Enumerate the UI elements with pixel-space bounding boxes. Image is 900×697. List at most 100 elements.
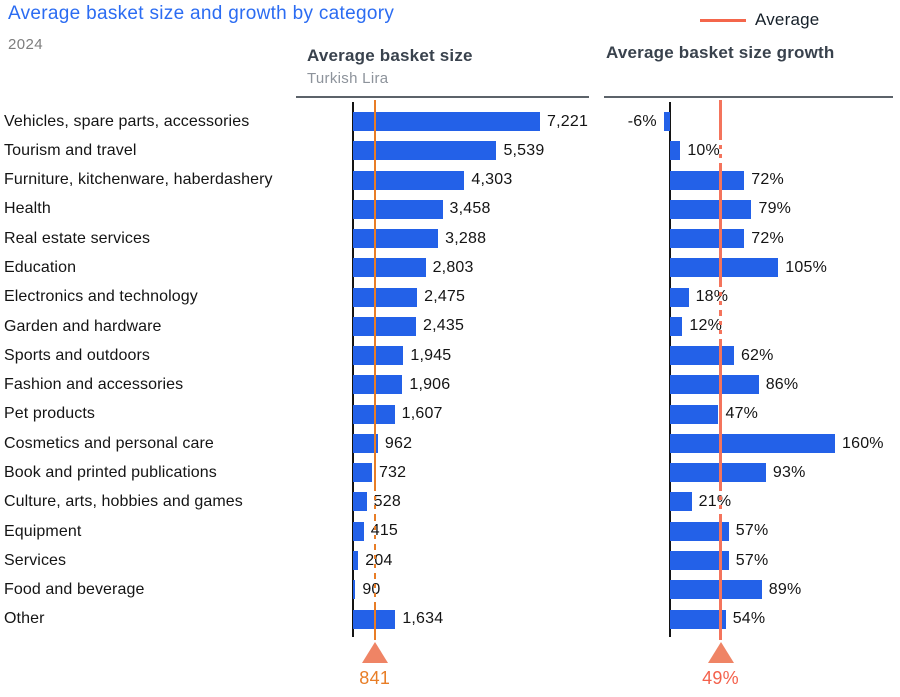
average-line-segment: [373, 194, 377, 225]
chart-row: 3,288: [353, 224, 596, 254]
average-line-segment: [719, 575, 722, 605]
chart-row: 10%: [604, 136, 900, 166]
bar: [353, 375, 403, 395]
bar: [353, 258, 426, 278]
bar: [353, 463, 372, 483]
category-row: Education: [4, 253, 350, 282]
category-label: Furniture, kitchenware, haberdashery: [4, 171, 273, 189]
value-label: 3,288: [445, 229, 487, 247]
bar: [670, 463, 766, 483]
category-label: Equipment: [4, 522, 82, 540]
average-line-segment: [373, 282, 377, 312]
bar: [353, 229, 439, 249]
y-axis: [352, 102, 354, 637]
value-label: 89%: [768, 580, 802, 598]
value-label: 79%: [758, 200, 792, 218]
category-label: Electronics and technology: [4, 288, 198, 306]
category-label: Culture, arts, hobbies and games: [4, 493, 243, 511]
value-label: 21%: [698, 493, 732, 511]
chart-row: 90: [353, 575, 596, 605]
chart2-header-rule: [604, 96, 893, 98]
category-label: Vehicles, spare parts, accessories: [4, 112, 250, 130]
bar: [353, 141, 497, 161]
bar: [670, 521, 729, 541]
bar: [670, 550, 729, 570]
average-line-segment: [373, 341, 377, 371]
value-label: 962: [384, 434, 413, 452]
category-label: Education: [4, 259, 77, 277]
average-line-segment: [719, 311, 722, 342]
value-label: 18%: [695, 288, 729, 306]
average-line-segment: [373, 224, 377, 254]
bar: [353, 550, 359, 570]
average-line-segment: [373, 107, 377, 137]
average-line-segment: [719, 107, 722, 137]
value-label: -6%: [627, 112, 657, 130]
average-marker-triangle-icon: [361, 642, 388, 663]
average-line-segment: [373, 311, 377, 342]
chart-row: 2,803: [353, 253, 596, 283]
average-line-segment: [373, 516, 377, 546]
average-line-segment: [719, 370, 722, 400]
value-label: 204: [365, 551, 393, 569]
category-label: Services: [4, 551, 67, 569]
category-label: Sports and outdoors: [4, 346, 150, 364]
bar: [670, 433, 835, 453]
category-label: Real estate services: [4, 229, 151, 247]
bar: [670, 404, 719, 424]
bar: [670, 141, 681, 161]
category-row: Vehicles, spare parts, accessories: [4, 107, 350, 136]
average-line-segment: [373, 165, 377, 195]
chart-row: 1,634: [353, 604, 596, 634]
value-label: 90: [362, 580, 381, 598]
value-label: 2,435: [423, 317, 465, 335]
legend: Average: [700, 10, 819, 30]
bar: [353, 580, 356, 600]
average-line-segment: [719, 516, 722, 546]
chart-row: 89%: [604, 575, 900, 605]
average-line-segment: [719, 458, 722, 488]
bar: [353, 170, 465, 190]
category-row: Culture, arts, hobbies and games: [4, 488, 350, 517]
average-line-segment: [719, 282, 722, 312]
year-label: 2024: [8, 36, 43, 53]
category-row: Pet products: [4, 400, 350, 429]
value-label: 72%: [751, 171, 784, 189]
bar: [353, 521, 364, 541]
value-label: 47%: [725, 405, 759, 423]
average-line-segment: [719, 399, 722, 429]
bar: [670, 316, 683, 336]
bar: [353, 433, 378, 453]
bar: [670, 287, 689, 307]
bar: [670, 492, 692, 512]
value-label: 528: [373, 493, 401, 511]
average-line-segment: [373, 604, 377, 634]
average-line-segment: [719, 224, 722, 254]
value-label: 105%: [785, 258, 828, 276]
category-row: Food and beverage: [4, 576, 350, 605]
value-label: 72%: [751, 229, 784, 247]
chart-row: 62%: [604, 341, 900, 371]
chart2-header: Average basket size growth: [606, 43, 834, 63]
category-label: Food and beverage: [4, 581, 145, 599]
category-labels-column: Vehicles, spare parts, accessories Touris…: [4, 107, 350, 634]
average-line-segment: [719, 604, 722, 634]
chart-row: 57%: [604, 545, 900, 576]
category-row: Sports and outdoors: [4, 341, 350, 370]
chart1-header-rule: [296, 96, 589, 98]
category-label: Cosmetics and personal care: [4, 434, 214, 452]
average-line-segment: [719, 100, 722, 107]
value-label: 1,607: [401, 405, 443, 423]
chart-row: 105%: [604, 253, 900, 283]
average-line-segment: [719, 428, 722, 459]
value-label: 12%: [689, 317, 722, 335]
category-row: Tourism and travel: [4, 136, 350, 165]
category-label: Pet products: [4, 405, 96, 423]
chart-row: 54%: [604, 604, 900, 634]
bar: [353, 112, 540, 131]
average-line-segment: [373, 253, 377, 283]
value-label: 93%: [772, 463, 806, 481]
chart-row: 57%: [604, 516, 900, 546]
chart-row: 160%: [604, 428, 900, 459]
chart-row: 2,435: [353, 311, 596, 342]
